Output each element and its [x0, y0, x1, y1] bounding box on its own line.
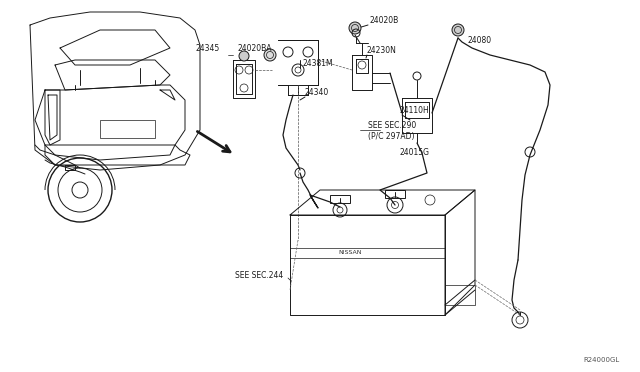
Circle shape	[452, 24, 464, 36]
Text: 24345: 24345	[195, 44, 220, 52]
Text: 24381M: 24381M	[303, 58, 333, 67]
Text: NISSAN: NISSAN	[339, 250, 362, 256]
Text: SEE SEC.290: SEE SEC.290	[368, 121, 416, 129]
Circle shape	[264, 49, 276, 61]
Text: SEE SEC.244: SEE SEC.244	[235, 270, 284, 279]
Text: 24230N: 24230N	[367, 45, 397, 55]
Bar	[330, 195, 350, 203]
Bar	[100, 120, 155, 138]
Text: 24340: 24340	[305, 87, 329, 96]
Text: 24020B: 24020B	[370, 16, 399, 25]
Circle shape	[239, 51, 249, 61]
Text: 24110H: 24110H	[400, 106, 429, 115]
Text: 24020BA: 24020BA	[238, 44, 273, 52]
Text: (P/C 297AD): (P/C 297AD)	[368, 131, 415, 141]
Bar	[385, 190, 405, 198]
Text: 24015G: 24015G	[400, 148, 430, 157]
Text: 24080: 24080	[468, 35, 492, 45]
Circle shape	[349, 22, 361, 34]
Bar	[445, 285, 475, 305]
Text: R24000GL: R24000GL	[584, 357, 620, 363]
